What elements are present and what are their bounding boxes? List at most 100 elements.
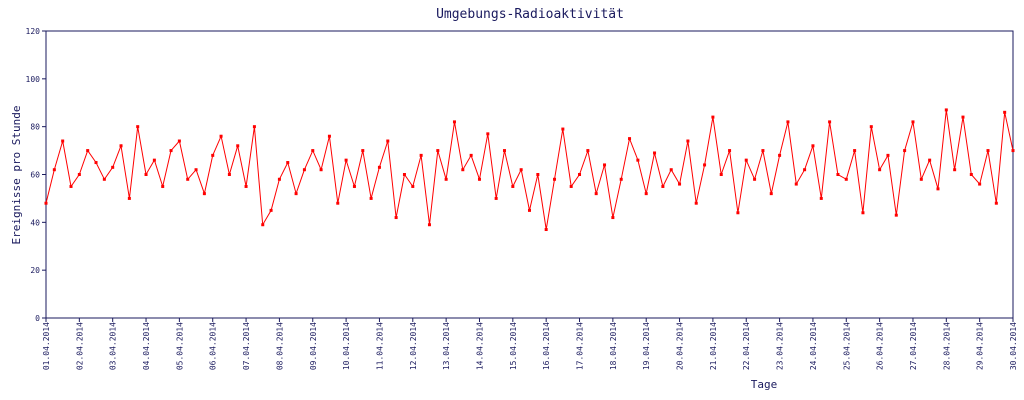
data-point [452, 120, 456, 124]
data-point [803, 168, 807, 172]
y-tick-label: 20 [30, 266, 40, 275]
x-tick-label: 21.04.2014 [709, 322, 718, 370]
x-tick-label: 04.04.2014 [142, 322, 151, 370]
data-point [386, 139, 390, 143]
data-point [569, 184, 573, 188]
data-point [761, 149, 765, 153]
data-point [653, 151, 657, 155]
x-tick-label: 14.04.2014 [475, 322, 484, 370]
data-point [636, 158, 640, 162]
data-point [427, 223, 431, 227]
data-point [102, 177, 106, 181]
data-point [252, 125, 256, 129]
data-point [269, 208, 273, 212]
data-point [144, 173, 148, 176]
y-tick-label: 120 [26, 27, 41, 36]
data-point [236, 144, 240, 148]
y-tick-label: 0 [35, 314, 40, 323]
data-point [561, 127, 565, 131]
data-point [994, 201, 998, 205]
data-point [919, 177, 923, 181]
data-point [369, 196, 373, 200]
data-point [853, 149, 857, 153]
data-point [944, 108, 948, 112]
data-point [119, 144, 123, 148]
data-point [986, 149, 990, 153]
data-point [202, 192, 206, 196]
data-point [878, 168, 882, 172]
data-point [719, 173, 723, 176]
data-point [227, 173, 231, 176]
x-tick-label: 18.04.2014 [609, 322, 618, 370]
x-tick-label: 22.04.2014 [742, 322, 751, 370]
x-tick-label: 07.04.2014 [242, 322, 251, 370]
data-point [419, 153, 423, 157]
data-point [169, 149, 173, 153]
data-point [686, 139, 690, 143]
data-point [219, 134, 223, 138]
x-tick-label: 30.04.2014 [1009, 322, 1018, 370]
data-point [394, 216, 398, 220]
x-tick-label: 25.04.2014 [842, 322, 851, 370]
data-point [861, 211, 865, 215]
data-point [486, 132, 490, 136]
data-point [352, 184, 356, 188]
data-point [152, 158, 156, 162]
data-point [1003, 110, 1007, 114]
x-tick-label: 13.04.2014 [442, 322, 451, 370]
data-point [336, 201, 340, 205]
data-point [844, 177, 848, 181]
data-point [711, 115, 715, 119]
x-tick-label: 12.04.2014 [409, 322, 418, 370]
data-point [678, 182, 682, 186]
data-point [469, 153, 473, 157]
data-point [886, 153, 890, 157]
data-point [311, 149, 315, 153]
x-axis-label: Tage [751, 378, 778, 391]
plot-frame [45, 30, 1014, 319]
data-point [953, 168, 957, 172]
data-point [444, 177, 448, 181]
data-point [836, 173, 840, 176]
data-point [77, 173, 81, 176]
x-tick-label: 02.04.2014 [75, 322, 84, 370]
data-point [961, 115, 965, 119]
data-point [544, 228, 548, 232]
x-tick-label: 28.04.2014 [942, 322, 951, 370]
data-point [811, 144, 815, 148]
data-point [211, 153, 215, 157]
data-point [327, 134, 331, 138]
data-point [286, 161, 290, 165]
data-point [502, 149, 506, 153]
y-axis-label: Ereignisse pro Stunde [10, 105, 23, 244]
x-tick-label: 26.04.2014 [876, 322, 885, 370]
data-point [177, 139, 181, 143]
data-point [553, 177, 557, 181]
data-point [669, 168, 673, 172]
data-point [894, 213, 898, 217]
data-point [244, 184, 248, 188]
data-point [619, 177, 623, 181]
data-point [186, 177, 190, 181]
data-point [194, 168, 198, 172]
x-tick-label: 16.04.2014 [542, 322, 551, 370]
x-tick-label: 08.04.2014 [275, 322, 284, 370]
data-point [294, 192, 298, 196]
data-point [61, 139, 65, 143]
data-point [536, 173, 540, 176]
data-point [819, 196, 823, 200]
x-tick-label: 27.04.2014 [909, 322, 918, 370]
data-point [869, 125, 873, 129]
x-tick-label: 03.04.2014 [109, 322, 118, 370]
data-point [778, 153, 782, 157]
data-point [628, 137, 632, 141]
data-point [511, 184, 515, 188]
data-point [594, 192, 598, 196]
data-point [578, 173, 582, 176]
x-tick-label: 01.04.2014 [42, 322, 51, 370]
data-point [402, 173, 406, 176]
data-point [494, 196, 498, 200]
data-point [1011, 149, 1015, 153]
data-point [794, 182, 798, 186]
